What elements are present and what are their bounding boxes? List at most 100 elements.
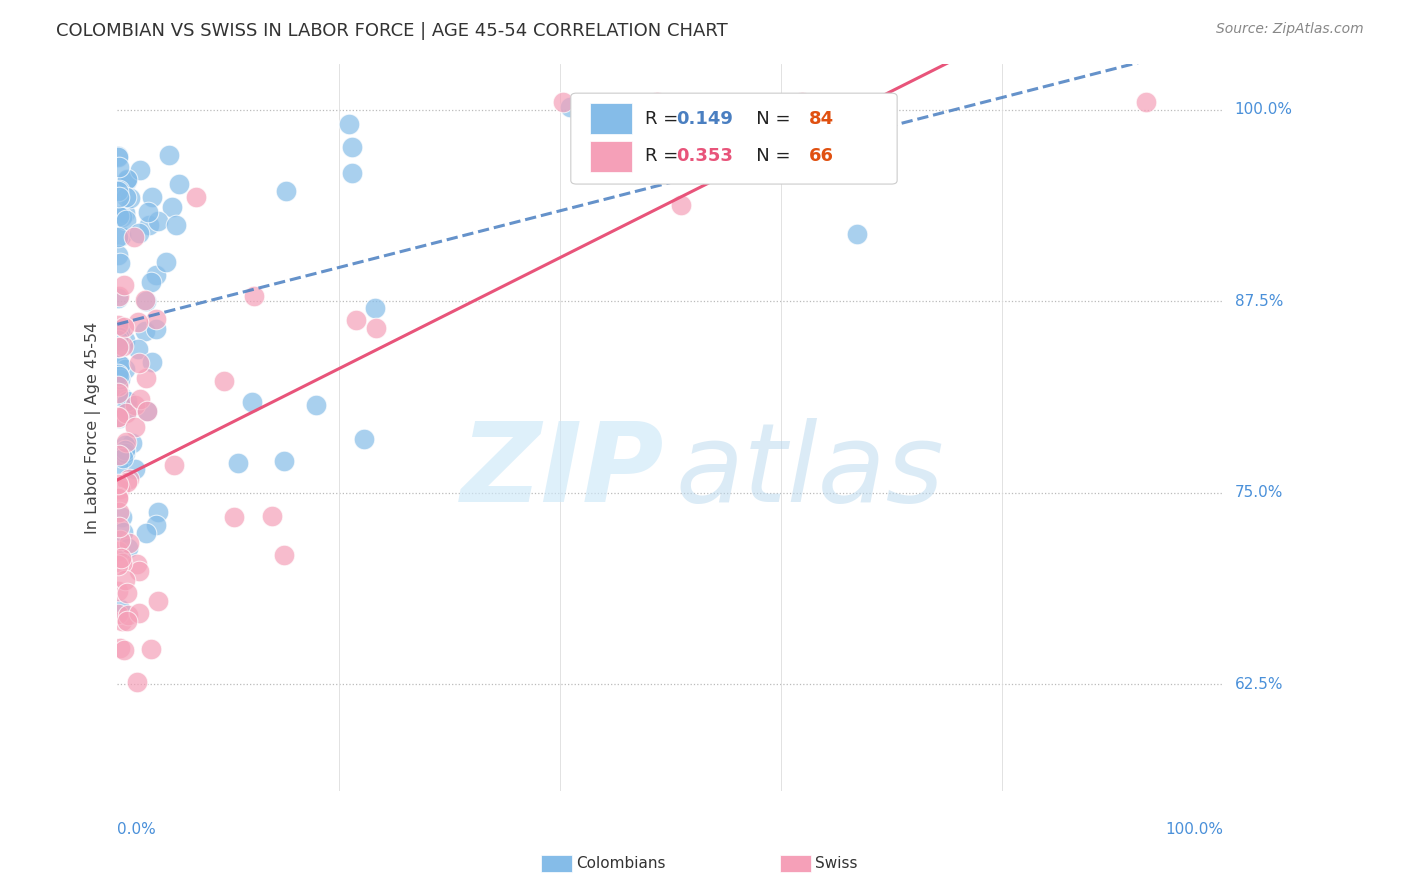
Point [107, 457, 129, 471]
Point [845, 227, 868, 241]
Point [165, 218, 187, 232]
Point [146, 214, 169, 228]
Point [129, 392, 152, 406]
Point [107, 340, 129, 354]
Point [107, 333, 129, 347]
Point [340, 140, 363, 154]
Point [114, 437, 136, 451]
Point [108, 358, 131, 372]
Point [112, 319, 135, 334]
Point [127, 343, 149, 357]
Point [118, 472, 141, 486]
Point [115, 614, 138, 628]
Point [107, 248, 129, 262]
Point [163, 458, 186, 473]
Text: Source: ZipAtlas.com: Source: ZipAtlas.com [1216, 22, 1364, 37]
Point [671, 198, 693, 212]
Point [107, 491, 129, 505]
Point [108, 505, 131, 519]
Text: 84: 84 [808, 110, 834, 128]
Point [115, 175, 138, 189]
Point [212, 374, 235, 388]
Text: N =: N = [740, 147, 796, 165]
Point [128, 606, 150, 620]
Point [108, 322, 131, 336]
Point [115, 172, 138, 186]
Text: 100.0%: 100.0% [1234, 103, 1292, 118]
Point [107, 292, 129, 306]
Point [146, 594, 169, 608]
Bar [589, 103, 631, 134]
Point [273, 548, 295, 562]
Point [111, 210, 134, 224]
Point [337, 117, 360, 131]
Point [112, 643, 135, 657]
Point [110, 228, 132, 243]
Point [107, 367, 129, 381]
Point [114, 206, 136, 220]
Point [155, 254, 177, 268]
Point [226, 456, 249, 470]
Point [115, 213, 138, 227]
Point [145, 322, 167, 336]
Text: Swiss: Swiss [815, 856, 858, 871]
Point [107, 150, 129, 164]
Point [128, 565, 150, 579]
Point [107, 411, 129, 425]
Point [748, 100, 770, 114]
Point [141, 355, 163, 369]
Text: 87.5%: 87.5% [1234, 293, 1282, 309]
Point [120, 191, 142, 205]
Point [114, 362, 136, 376]
Point [108, 330, 131, 344]
Point [108, 256, 131, 270]
Point [107, 477, 129, 491]
Point [108, 602, 131, 616]
Point [108, 368, 131, 383]
Point [363, 301, 385, 315]
Point [118, 402, 141, 417]
Point [115, 190, 138, 204]
Point [108, 209, 131, 223]
Point [108, 183, 131, 197]
Text: 0.0%: 0.0% [117, 822, 156, 837]
Point [117, 541, 139, 555]
FancyBboxPatch shape [571, 93, 897, 184]
Point [108, 372, 131, 386]
Text: 66: 66 [808, 147, 834, 165]
Point [108, 358, 131, 372]
Point [160, 200, 183, 214]
Text: 75.0%: 75.0% [1234, 485, 1282, 500]
Point [186, 190, 208, 204]
Text: 62.5%: 62.5% [1234, 677, 1284, 691]
Text: Colombians: Colombians [576, 856, 666, 871]
Point [114, 446, 136, 460]
Point [107, 607, 129, 621]
Point [128, 227, 150, 241]
Point [135, 525, 157, 540]
Point [125, 557, 148, 571]
Point [115, 172, 138, 186]
Point [107, 379, 129, 393]
Point [364, 321, 387, 335]
Point [107, 520, 129, 534]
Point [129, 163, 152, 178]
Point [145, 312, 167, 326]
Point [107, 230, 129, 244]
Point [134, 324, 156, 338]
Point [114, 442, 136, 457]
Point [115, 475, 138, 490]
Point [647, 95, 669, 110]
Point [135, 404, 157, 418]
Point [107, 410, 129, 425]
Point [111, 451, 134, 466]
Bar [589, 141, 631, 171]
Point [274, 184, 297, 198]
Y-axis label: In Labor Force | Age 45-54: In Labor Force | Age 45-54 [86, 321, 101, 533]
Point [305, 398, 328, 412]
Point [107, 148, 129, 162]
Point [141, 275, 163, 289]
Point [110, 533, 132, 547]
Point [107, 558, 129, 572]
Point [796, 100, 818, 114]
